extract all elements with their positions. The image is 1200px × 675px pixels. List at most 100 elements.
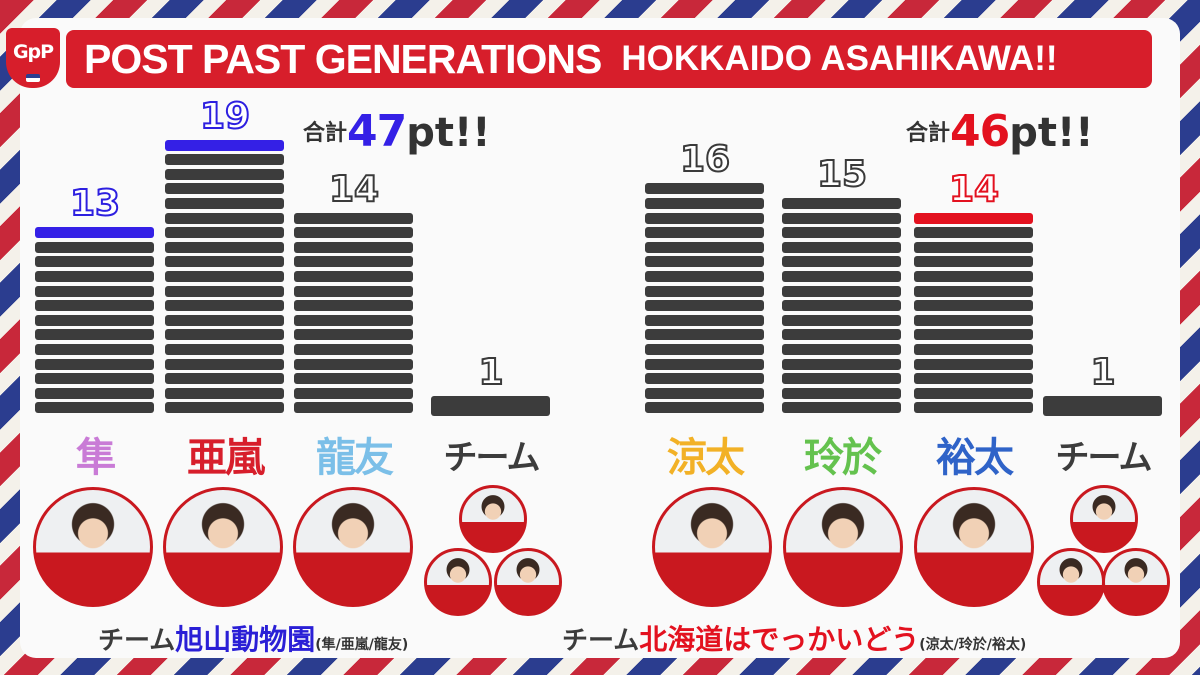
bar-1-segment	[35, 241, 154, 253]
team-left-name: 旭山動物園	[175, 623, 316, 656]
avatar-ryuto	[293, 487, 413, 607]
bar-5-segment	[645, 241, 764, 253]
logo-text: GpP	[12, 41, 54, 63]
bar-5-segment	[645, 358, 764, 370]
bar-7-segment	[914, 241, 1033, 253]
bar-3-segment	[294, 300, 413, 312]
bar-6-segment	[782, 271, 901, 282]
bar-7-segment	[914, 344, 1033, 355]
bar-2-segment	[165, 241, 284, 253]
bar-3-segment	[294, 212, 413, 224]
bar-6-segment	[782, 373, 901, 385]
bar-2	[165, 0, 284, 675]
bar-6-segment	[782, 402, 901, 414]
bar-3-value-label: 14	[328, 168, 380, 211]
bar-2-segment	[165, 402, 284, 414]
avatar-team-left-2	[424, 548, 492, 616]
title-sub: HOKKAIDO ASAHIKAWA!!	[621, 39, 1058, 78]
bar-2-segment	[165, 314, 284, 326]
category-label-6: 玲於	[804, 435, 882, 481]
bar-7-segment	[914, 358, 1033, 370]
title-banner: POST PAST GENERATIONS HOKKAIDO ASAHIKAWA…	[66, 30, 1152, 88]
bar-2-segment	[165, 212, 284, 224]
team-left-members: (隼/亜嵐/龍友)	[315, 637, 409, 653]
bar-1-segment	[35, 329, 154, 341]
bar-6-value-label: 15	[816, 153, 868, 196]
bar-2-segment	[165, 168, 284, 180]
avatar-ryota	[652, 487, 772, 607]
bar-3-segment	[294, 373, 413, 385]
title-main: POST PAST GENERATIONS	[84, 35, 602, 82]
bar-1-segment	[35, 373, 154, 385]
bar-7-segment	[914, 256, 1033, 268]
category-label-7: 裕太	[936, 435, 1014, 481]
bar-5-segment	[645, 271, 764, 282]
total-right-unit: pt!!	[1009, 110, 1094, 156]
bar-2-segment	[165, 198, 284, 209]
bar-1-segment	[35, 387, 154, 399]
bar-7	[914, 0, 1033, 675]
bar-6-segment	[782, 227, 901, 239]
bar-5-segment	[645, 373, 764, 385]
bar-1	[35, 0, 154, 675]
team-right-name: 北海道はでっかいどう	[639, 623, 920, 656]
bar-6-segment	[782, 344, 901, 355]
avatar-yuta	[914, 487, 1034, 607]
bar-4-value-label: 1	[477, 351, 504, 394]
bar-3-segment	[294, 227, 413, 239]
bar-1-segment	[35, 285, 154, 297]
bar-1-segment	[35, 358, 154, 370]
avatar-hayato	[33, 487, 153, 607]
bar-6-segment	[782, 256, 901, 268]
category-label-3: 龍友	[316, 435, 394, 481]
bar-2-segment	[165, 139, 284, 151]
logo-flag-icon	[26, 74, 40, 82]
bar-1-segment	[35, 314, 154, 326]
avatar-aran	[163, 487, 283, 607]
bar-7-segment	[914, 212, 1033, 224]
bar-6-segment	[782, 387, 901, 399]
bar-3-segment	[294, 387, 413, 399]
bar-3-segment	[294, 344, 413, 355]
bar-1-segment	[35, 344, 154, 355]
bar-6	[782, 0, 901, 675]
bar-5-segment	[645, 314, 764, 326]
bar-1-value-label: 13	[69, 182, 121, 225]
bar-8	[1043, 0, 1162, 675]
bar-2-segment	[165, 256, 284, 268]
avatar-team-right-3	[1102, 548, 1170, 616]
bar-8-value-label: 1	[1089, 351, 1116, 394]
team-left-prefix: チーム	[98, 626, 176, 656]
bar-1-segment	[35, 256, 154, 268]
total-right-value: 46	[950, 106, 1010, 157]
bar-7-segment	[914, 300, 1033, 312]
bar-3-segment	[294, 241, 413, 253]
category-label-8: チーム	[1055, 438, 1153, 478]
avatar-team-left-1	[459, 485, 527, 553]
bar-2-segment	[165, 227, 284, 239]
bar-6-segment	[782, 285, 901, 297]
avatar-team-right-1	[1070, 485, 1138, 553]
bar-2-segment	[165, 373, 284, 385]
bar-1-segment	[35, 227, 154, 239]
bar-2-segment	[165, 300, 284, 312]
bar-5-segment	[645, 387, 764, 399]
bar-5-segment	[645, 212, 764, 224]
bar-5-segment	[645, 344, 764, 355]
team-right-label: チーム北海道はでっかいどう(涼太/玲於/裕太)	[562, 618, 1026, 658]
bar-6-segment	[782, 314, 901, 326]
bar-7-segment	[914, 227, 1033, 239]
bar-7-segment	[914, 285, 1033, 297]
bar-7-segment	[914, 271, 1033, 282]
bar-2-value-label: 19	[199, 95, 251, 138]
bar-1-segment	[35, 300, 154, 312]
bar-3-segment	[294, 285, 413, 297]
bar-7-value-label: 14	[948, 168, 1000, 211]
bar-6-segment	[782, 212, 901, 224]
bar-7-segment	[914, 314, 1033, 326]
category-label-2: 亜嵐	[187, 435, 265, 481]
bar-5-segment	[645, 256, 764, 268]
bar-6-segment	[782, 241, 901, 253]
bar-6-segment	[782, 198, 901, 209]
